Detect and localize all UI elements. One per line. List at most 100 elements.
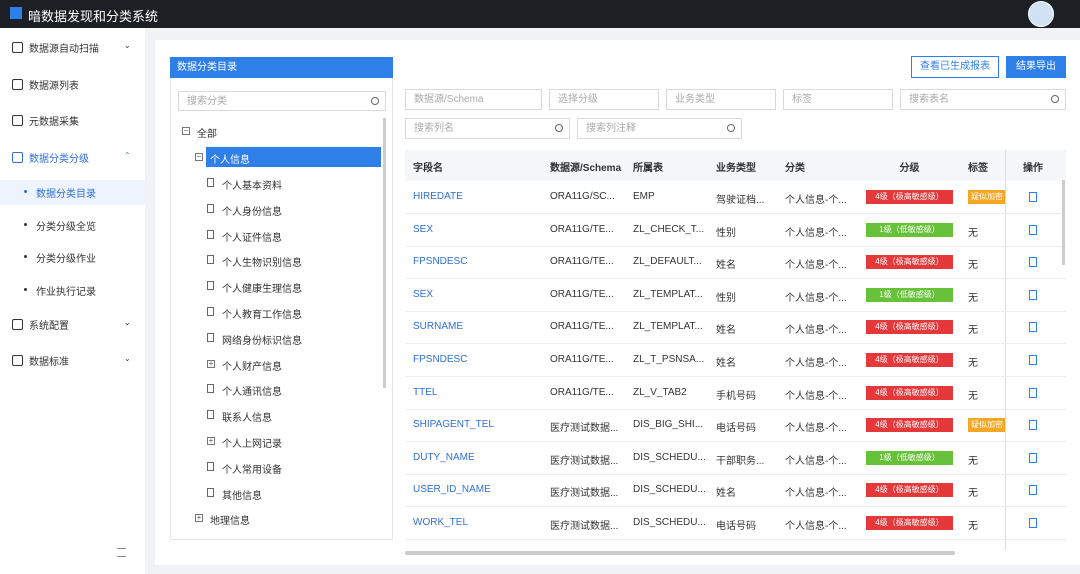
tree-node[interactable]: 个人信息 xyxy=(210,155,250,166)
tree-node[interactable]: 个人证件信息 xyxy=(222,232,282,244)
fixed-col-shadow xyxy=(1005,150,1006,550)
tree-node[interactable]: 个人身份信息 xyxy=(222,206,282,218)
action-icon[interactable] xyxy=(1029,192,1037,202)
field-link[interactable]: FPSNDESC xyxy=(413,256,468,268)
action-icon[interactable] xyxy=(1029,452,1037,463)
tree-node[interactable]: 全部 xyxy=(197,129,217,140)
dot xyxy=(24,223,27,226)
expand-toggle[interactable]: + xyxy=(207,436,215,445)
filter-input[interactable]: 搜索列名 xyxy=(405,118,570,139)
cell: 个人信息-个... xyxy=(785,260,847,272)
menu-item[interactable]: 数据分类目录 xyxy=(36,189,96,200)
action-icon[interactable] xyxy=(1029,224,1037,235)
cell: 个人信息-个... xyxy=(785,358,847,369)
filter-input[interactable]: 搜索表名 xyxy=(900,89,1066,110)
tree-node[interactable]: 个人财产信息 xyxy=(222,361,282,373)
tree-border xyxy=(170,78,393,540)
chevron: ⌃ xyxy=(124,151,131,160)
level-tag: 4级（极高敏感级） xyxy=(866,385,953,400)
cell: ZL_TEMPLAT... xyxy=(633,321,703,333)
action-icon[interactable] xyxy=(1029,289,1037,300)
field-link[interactable]: SEX xyxy=(413,288,434,300)
menu-icon xyxy=(12,319,23,330)
menu-icon xyxy=(12,115,23,126)
menu-item[interactable]: 系统配置 xyxy=(29,321,69,332)
action-icon[interactable] xyxy=(1029,485,1037,496)
field-link[interactable]: SEX xyxy=(413,223,434,235)
field-link[interactable]: USER_ID_NAME xyxy=(413,484,491,496)
filter-input[interactable]: 业务类型 xyxy=(666,89,776,110)
menu-item[interactable]: 作业执行记录 xyxy=(36,287,96,298)
menu-item[interactable]: 分类分级作业 xyxy=(36,254,96,265)
row-line xyxy=(405,310,1066,312)
report-button[interactable]: 查看已生成报表 xyxy=(911,56,999,78)
field-link[interactable]: WORK_TEL xyxy=(413,517,469,528)
level-tag: 1级（低敏感级） xyxy=(866,222,953,237)
row-line xyxy=(405,441,1066,443)
expand-toggle[interactable]: + xyxy=(207,358,215,368)
menu-item[interactable]: 数据源列表 xyxy=(29,81,79,92)
chevron: ⌄ xyxy=(124,41,131,50)
tree-selected xyxy=(206,147,381,167)
menu-icon xyxy=(12,79,23,90)
level-tag: 4级（极高敏感级） xyxy=(866,418,953,433)
expand-toggle[interactable]: − xyxy=(182,126,190,135)
tree-node[interactable]: 个人通讯信息 xyxy=(222,387,282,399)
tree-node[interactable]: 其他信息 xyxy=(222,490,262,502)
tree-node[interactable]: 地理信息 xyxy=(210,516,250,527)
tree-node[interactable]: 个人教育工作信息 xyxy=(222,310,302,321)
tree-search[interactable]: 搜索分类 xyxy=(178,91,386,111)
field-link[interactable]: HIREDATE xyxy=(413,191,463,202)
action-icon[interactable] xyxy=(1029,518,1037,528)
cell: 无 xyxy=(968,390,978,402)
action-icon[interactable] xyxy=(1029,322,1037,333)
search-icon xyxy=(371,97,379,105)
tree-node[interactable]: 网络身份标识信息 xyxy=(222,335,302,347)
field-link[interactable]: SURNAME xyxy=(413,321,464,333)
cell: 驾驶证档... xyxy=(716,195,765,206)
cell: DIS_SCHEDU... xyxy=(633,451,706,463)
expand-toggle[interactable]: − xyxy=(195,152,203,161)
tree-node[interactable]: 个人常用设备 xyxy=(222,464,282,476)
tree-node[interactable]: 联系人信息 xyxy=(222,413,272,425)
action-icon[interactable] xyxy=(1029,387,1037,398)
tree-node[interactable]: 个人上网记录 xyxy=(222,439,282,450)
level-tag: 4级（极高敏感级） xyxy=(866,516,953,530)
filter-input[interactable]: 搜索列注释 xyxy=(577,118,742,139)
menu-item[interactable]: 分类分级全览 xyxy=(36,222,96,233)
row-line xyxy=(405,245,1066,247)
field-link[interactable]: FPSNDESC xyxy=(413,354,468,365)
field-link[interactable]: SHIPAGENT_TEL xyxy=(413,419,494,431)
cell: 电话号码 xyxy=(716,423,756,435)
doc-icon xyxy=(207,332,214,342)
filter-input[interactable]: 数据源/Schema xyxy=(405,89,542,110)
doc-icon xyxy=(207,410,214,420)
table-header-bg xyxy=(405,150,1066,181)
field-link[interactable]: DUTY_NAME xyxy=(413,451,475,463)
cell: 个人信息-个... xyxy=(785,455,847,467)
level-tag: 4级（极高敏感级） xyxy=(866,190,953,204)
cell: 无 xyxy=(968,292,978,304)
menu-item[interactable]: 数据标准 xyxy=(29,357,69,368)
cell: 无 xyxy=(968,488,978,500)
action-icon[interactable] xyxy=(1029,420,1037,431)
action-icon[interactable] xyxy=(1029,355,1037,365)
expand-toggle[interactable]: + xyxy=(195,513,203,522)
avatar[interactable] xyxy=(1028,1,1054,27)
filter-input[interactable]: 选择分级 xyxy=(549,89,659,110)
export-button[interactable]: 结果导出 xyxy=(1006,56,1066,78)
menu-item[interactable]: 数据源自动扫描 xyxy=(29,44,99,55)
row-line xyxy=(405,473,1066,475)
menu-item[interactable]: 数据分类分级 xyxy=(29,154,89,165)
tree-node[interactable]: 个人生物识别信息 xyxy=(222,258,302,270)
label-tag: 疑似加密 xyxy=(968,190,1005,204)
doc-icon xyxy=(207,203,214,213)
field-link[interactable]: TTEL xyxy=(413,386,438,398)
action-icon[interactable] xyxy=(1029,257,1037,268)
tree-node[interactable]: 个人基本资料 xyxy=(222,181,282,192)
filter-input[interactable]: 标签 xyxy=(783,89,893,110)
doc-icon xyxy=(207,229,214,239)
menu-item[interactable]: 元数据采集 xyxy=(29,117,79,128)
tree-node[interactable]: 个人健康生理信息 xyxy=(222,284,302,296)
